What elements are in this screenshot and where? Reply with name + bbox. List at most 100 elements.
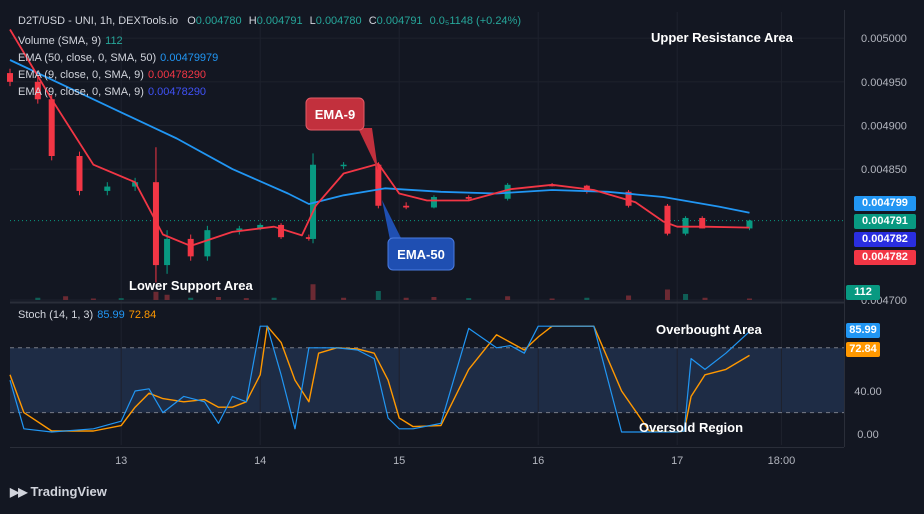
overbought-label: Overbought Area — [656, 322, 762, 337]
volume-legend[interactable]: Volume (SMA, 9) 112 — [18, 35, 123, 47]
volume-bar — [188, 297, 194, 300]
stoch-legend[interactable]: Stoch (14, 1, 3) 85.99 72.84 — [18, 309, 156, 321]
price-tick-label: 0.004900 — [861, 120, 907, 132]
upper-resistance-label: Upper Resistance Area — [651, 30, 793, 45]
volume-bar — [683, 294, 689, 300]
volume-bar — [702, 297, 708, 300]
volume-bar — [584, 297, 590, 300]
ema9-red-legend[interactable]: EMA (9, close, 0, SMA, 9) 0.00478290 — [18, 69, 206, 81]
stoch-d-line — [9, 325, 750, 433]
ema50-legend-label: EMA (50, close, 0, SMA, 50) — [18, 52, 157, 64]
time-tick-label: 16 — [532, 455, 544, 467]
ema9b-legend-value: 0.00478290 — [147, 86, 207, 98]
open-value: 0.004780 — [195, 15, 242, 27]
candle-body — [310, 164, 317, 239]
volume-bar — [90, 298, 96, 300]
close-value: 0.004791 — [376, 15, 423, 27]
high-label: H — [248, 15, 257, 27]
candle-body — [664, 205, 671, 234]
volume-bar — [118, 298, 124, 300]
volume-bar — [505, 296, 511, 300]
ema9-line — [9, 29, 750, 247]
candle-body — [305, 237, 312, 239]
open-label: O — [187, 15, 196, 27]
volume-bar — [466, 298, 472, 300]
ema50-price-tag: 0.004799 — [854, 196, 916, 211]
ema50-legend-value: 0.00479979 — [160, 52, 219, 64]
candle-body — [48, 99, 55, 156]
candle-body — [625, 191, 632, 206]
volume-bar — [549, 298, 555, 300]
time-tick-label: 13 — [115, 455, 127, 467]
volume-bar — [35, 297, 41, 300]
lower-support-label: Lower Support Area — [129, 278, 253, 293]
ema9a-legend-label: EMA (9, close, 0, SMA, 9) — [18, 69, 144, 81]
volume-bar — [626, 295, 632, 300]
oversold-label: Oversold Region — [639, 420, 744, 435]
candle-body — [699, 217, 706, 229]
change-value: 0.0₅1148 (+0.24%) — [429, 15, 521, 27]
candle-body — [278, 224, 285, 238]
volume-bar — [341, 297, 347, 300]
volume-bar — [431, 297, 437, 300]
stoch-band — [10, 347, 844, 413]
low-label: L — [309, 15, 316, 27]
volume-bar — [243, 298, 249, 300]
high-value: 0.004791 — [256, 15, 303, 27]
ema9-callout-label: EMA-9 — [315, 107, 355, 122]
ema9-blue-price-tag: 0.004782 — [854, 232, 916, 247]
close-label: C — [368, 15, 377, 27]
price-tick-label: 0.004950 — [861, 77, 907, 89]
volume-bar — [375, 291, 381, 300]
candle-body — [7, 73, 13, 82]
stoch-k-legend-value: 85.99 — [97, 309, 125, 321]
time-tick-label: 14 — [254, 455, 266, 467]
symbol-legend[interactable]: D2T/USD - UNI, 1h, DEXTools.io O0.004780… — [18, 15, 521, 27]
ema50-callout-label: EMA-50 — [397, 247, 445, 262]
volume-legend-label: Volume (SMA, 9) — [18, 35, 102, 47]
symbol-title: D2T/USD - UNI, 1h, DEXTools.io — [18, 15, 179, 27]
stoch-d-tag: 72.84 — [846, 342, 880, 357]
volume-legend-value: 112 — [105, 35, 123, 47]
volume-bar — [153, 291, 159, 300]
price-tick-label: 0.005000 — [861, 33, 907, 45]
volume-bar — [271, 297, 277, 300]
stoch-k-tag: 85.99 — [846, 323, 880, 338]
ema50-callout: EMA-50 — [382, 200, 455, 271]
candle-body — [375, 164, 382, 206]
candle-body — [236, 228, 243, 231]
price-tick-label: 0.004850 — [861, 164, 907, 176]
stoch-tick-label: 0.00 — [857, 429, 878, 441]
stoch-legend-label: Stoch (14, 1, 3) — [18, 309, 94, 321]
volume-bar — [746, 298, 752, 300]
stoch-tick-label: 40.00 — [854, 386, 882, 398]
grid-lines — [10, 12, 844, 445]
volume-bar — [63, 296, 69, 300]
candle-body — [104, 186, 111, 191]
tradingview-logo[interactable]: ▶▶ TradingView — [10, 484, 107, 499]
stoch-k-line — [9, 325, 750, 433]
candle-body — [746, 220, 753, 229]
volume-bar — [164, 294, 170, 300]
time-tick-label: 18:00 — [768, 455, 796, 467]
tradingview-logo-icon: ▶▶ — [10, 485, 27, 499]
candle-body — [504, 184, 511, 199]
candle-body — [152, 182, 159, 266]
volume-bar — [403, 297, 409, 300]
volume-bar — [310, 284, 316, 300]
candle-body — [403, 205, 410, 208]
time-tick-label: 15 — [393, 455, 405, 467]
price-series-layer — [7, 29, 844, 300]
low-value: 0.004780 — [315, 15, 362, 27]
stoch-series-layer — [9, 325, 750, 433]
candle-body — [204, 230, 211, 257]
ema9b-legend-label: EMA (9, close, 0, SMA, 9) — [18, 86, 144, 98]
ema9-blue-legend[interactable]: EMA (9, close, 0, SMA, 9) 0.00478290 — [18, 86, 206, 98]
candle-body — [465, 197, 472, 199]
last-price-tag: 0.004791 — [854, 214, 916, 229]
ema50-line — [9, 59, 750, 214]
stoch-d-legend-value: 72.84 — [128, 309, 157, 321]
ema50-legend[interactable]: EMA (50, close, 0, SMA, 50) 0.00479979 — [18, 52, 218, 64]
